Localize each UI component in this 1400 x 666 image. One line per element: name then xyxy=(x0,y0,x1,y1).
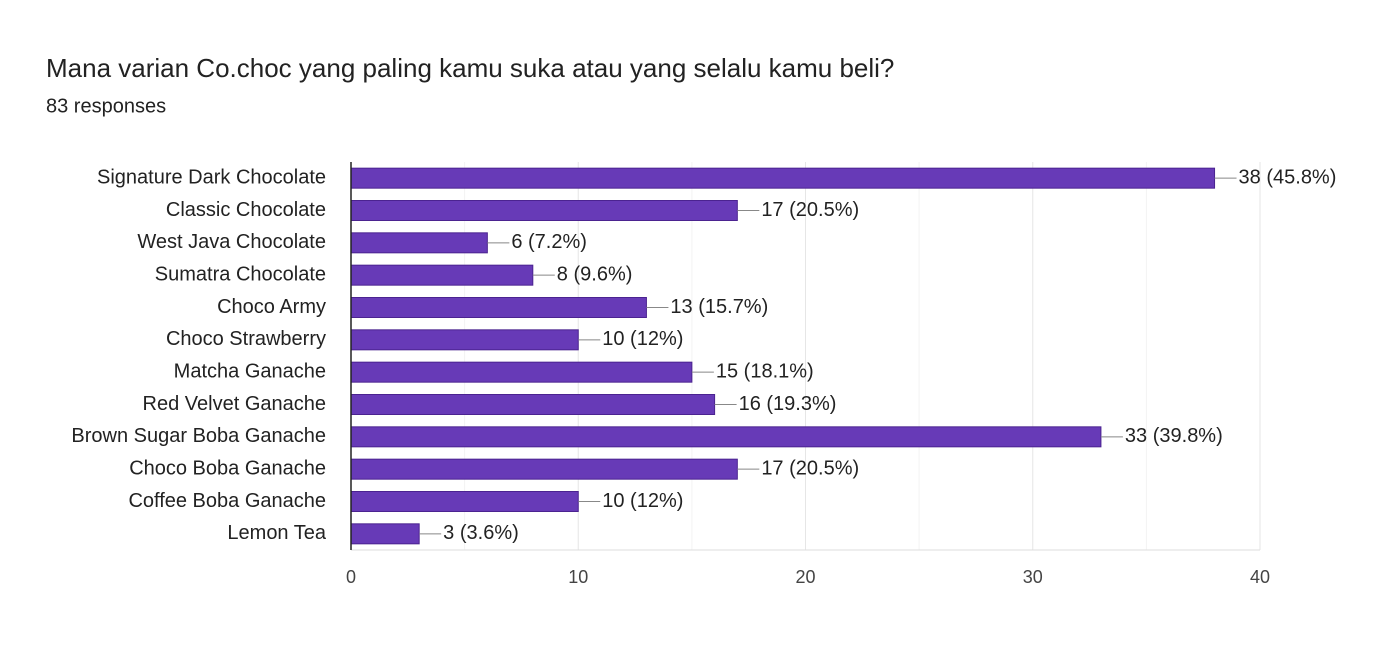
value-label: 38 (45.8%) xyxy=(1239,166,1337,188)
value-label: 15 (18.1%) xyxy=(716,360,814,382)
y-tick-label: Choco Army xyxy=(217,296,326,318)
bar xyxy=(350,200,738,221)
bar xyxy=(350,297,647,318)
x-tick-label: 30 xyxy=(1023,567,1043,587)
y-tick-label: Choco Boba Ganache xyxy=(129,457,326,479)
bar xyxy=(350,361,693,383)
y-tick-label: Lemon Tea xyxy=(227,522,326,544)
value-label: 10 (12%) xyxy=(602,328,683,350)
bar xyxy=(350,458,738,480)
bar xyxy=(350,264,534,286)
bar xyxy=(350,523,420,545)
bar xyxy=(350,394,716,415)
bar xyxy=(350,491,579,512)
chart-title: Mana varian Co.choc yang paling kamu suk… xyxy=(46,53,894,83)
chart-subtitle: 83 responses xyxy=(46,95,166,117)
value-label: 10 (12%) xyxy=(602,490,683,512)
value-label: 6 (7.2%) xyxy=(511,231,587,253)
y-tick-label: West Java Chocolate xyxy=(137,231,326,253)
value-label: 17 (20.5%) xyxy=(761,199,859,221)
y-tick-label: Choco Strawberry xyxy=(166,328,326,350)
y-tick-label: Brown Sugar Boba Ganache xyxy=(71,425,326,447)
y-tick-label: Coffee Boba Ganache xyxy=(128,490,326,512)
x-tick-label: 0 xyxy=(346,567,356,587)
value-label: 3 (3.6%) xyxy=(443,522,519,544)
bar xyxy=(350,167,1216,189)
y-tick-label: Classic Chocolate xyxy=(166,199,326,221)
value-label: 13 (15.7%) xyxy=(670,296,768,318)
bar xyxy=(350,426,1102,448)
value-label: 16 (19.3%) xyxy=(739,393,837,415)
value-label: 33 (39.8%) xyxy=(1125,425,1223,447)
y-tick-label: Red Velvet Ganache xyxy=(143,393,326,415)
x-tick-label: 40 xyxy=(1250,567,1270,587)
y-tick-label: Matcha Ganache xyxy=(174,360,326,382)
bar xyxy=(350,329,579,351)
bar xyxy=(350,232,488,254)
y-tick-label: Signature Dark Chocolate xyxy=(97,166,326,188)
value-label: 8 (9.6%) xyxy=(557,263,633,285)
x-tick-label: 10 xyxy=(568,567,588,587)
y-tick-label: Sumatra Chocolate xyxy=(155,263,326,285)
x-tick-label: 20 xyxy=(795,567,815,587)
value-label: 17 (20.5%) xyxy=(761,457,859,479)
